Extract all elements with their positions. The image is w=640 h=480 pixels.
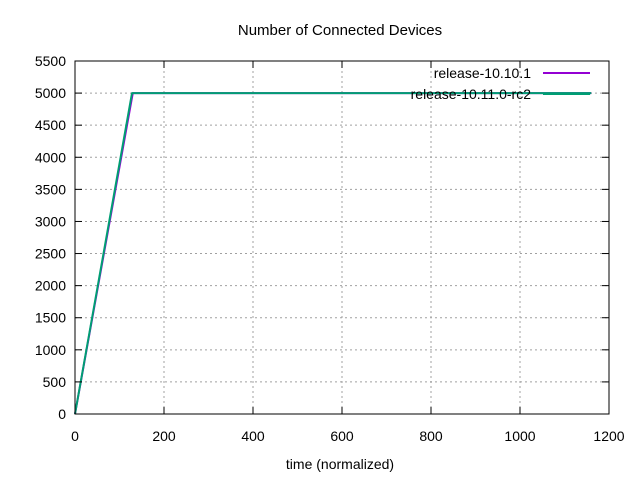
- y-tick-label: 1500: [35, 310, 66, 326]
- legend: release-10.10.1 release-10.11.0-rc2: [411, 65, 590, 102]
- x-tick-label: 1000: [504, 428, 535, 444]
- x-axis-label: time (normalized): [286, 456, 394, 472]
- series-line-2: [74, 92, 592, 415]
- x-tick-label: 400: [241, 428, 265, 444]
- y-tick-label: 4500: [35, 117, 66, 133]
- x-tick-label: 1200: [593, 428, 624, 444]
- y-tick-label: 4000: [35, 149, 66, 165]
- y-tick-label: 3000: [35, 213, 66, 229]
- y-tick-label: 0: [58, 406, 66, 422]
- legend-label-1: release-10.10.1: [434, 65, 532, 81]
- series-line-1: [74, 92, 592, 415]
- y-tick-label: 2000: [35, 278, 66, 294]
- chart-title: Number of Connected Devices: [238, 22, 442, 39]
- x-tick-label: 800: [419, 428, 443, 444]
- y-tick-label: 500: [43, 374, 67, 390]
- y-tick-label: 5000: [35, 85, 66, 101]
- legend-label-2: release-10.11.0-rc2: [411, 86, 532, 102]
- y-tick-label: 1000: [35, 342, 66, 358]
- x-tick-label: 0: [71, 428, 79, 444]
- y-tick-label: 3500: [35, 181, 66, 197]
- axis-ticks: 0500100015002000250030003500400045005000…: [35, 53, 625, 444]
- series-lines: [74, 92, 592, 415]
- grid-lines: [75, 61, 609, 414]
- y-tick-label: 2500: [35, 246, 66, 262]
- x-tick-label: 600: [330, 428, 354, 444]
- y-tick-label: 5500: [35, 53, 66, 69]
- x-tick-label: 200: [152, 428, 176, 444]
